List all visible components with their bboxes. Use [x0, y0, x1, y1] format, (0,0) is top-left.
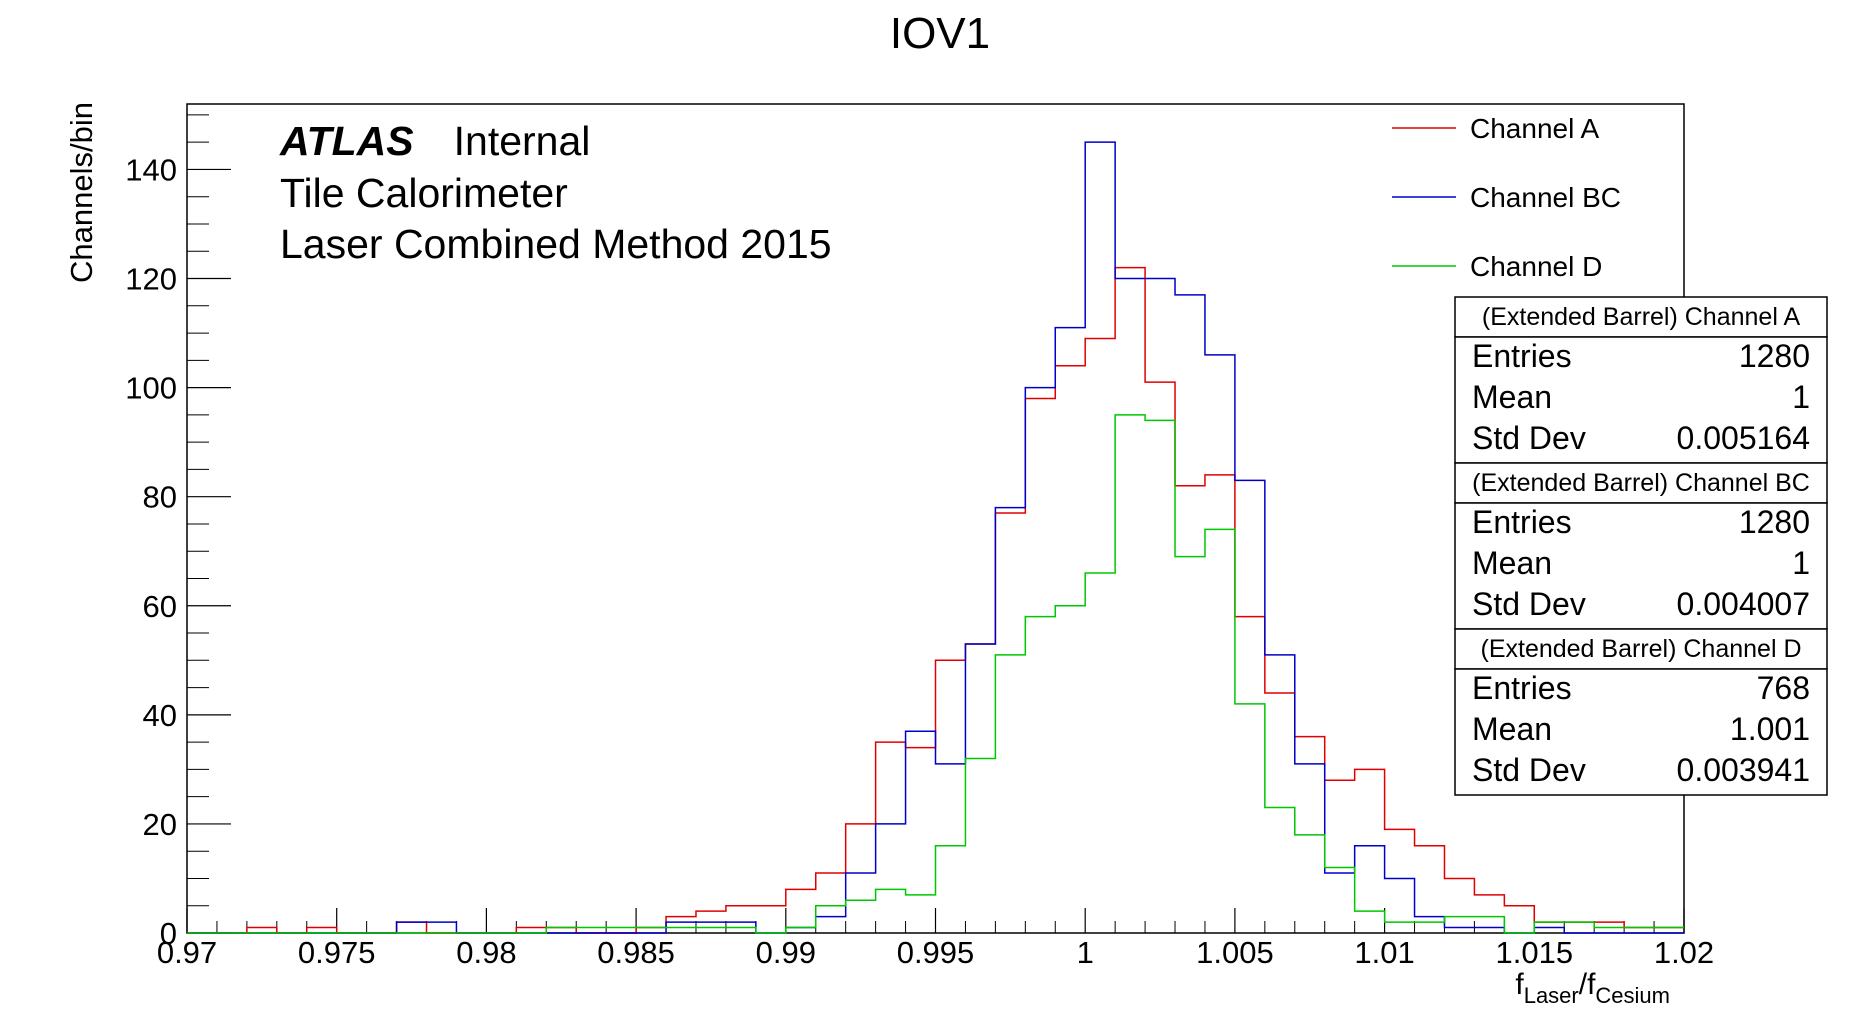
y-tick-label: 40: [143, 698, 177, 733]
legend-label: Channel A: [1470, 113, 1600, 144]
stats-row-label: Std Dev: [1472, 420, 1586, 456]
x-tick-label: 1: [1077, 935, 1094, 970]
y-axis-label: Channels/bin: [64, 102, 99, 283]
stats-row-value: 1: [1792, 545, 1810, 581]
x-tick-label: 1.01: [1354, 935, 1414, 970]
y-tick-label: 120: [125, 262, 177, 297]
x-axis: 0.97 0.975 0.98 0.985 0.99 0.995 1 1.005 1.01 1.0…: [157, 908, 1714, 970]
method-label: Laser Combined Method 2015: [280, 221, 832, 267]
stats-row-value: 1280: [1739, 504, 1810, 540]
legend: Channel A Channel BC Channel D: [1392, 113, 1621, 282]
x-label-sub-laser: Laser: [1524, 983, 1579, 1008]
x-axis-label: fLaser/fCesium: [1515, 968, 1670, 1008]
y-tick-label: 0: [160, 916, 177, 951]
stats-row-label: Mean: [1472, 545, 1552, 581]
stats-box-title: (Extended Barrel) Channel A: [1482, 303, 1801, 331]
stats-row-label: Entries: [1472, 504, 1572, 540]
legend-label: Channel D: [1470, 251, 1602, 282]
histogram-line-channel-d: [187, 414, 1684, 934]
chart-title: IOV1: [890, 9, 990, 58]
x-tick-label: 1.015: [1496, 935, 1574, 970]
stats-box-body: [1454, 668, 1828, 796]
stats-row-value: 1.001: [1730, 711, 1810, 747]
stats-row-value: 1280: [1739, 338, 1810, 374]
stats-row-label: Entries: [1472, 670, 1572, 706]
stats-box-title-frame: [1454, 296, 1828, 338]
stats-row-label: Entries: [1472, 338, 1572, 374]
x-label-separator: /f: [1579, 968, 1596, 1001]
x-tick-label: 0.97: [157, 935, 217, 970]
y-tick-label: 80: [143, 480, 177, 515]
x-tick-label: 0.995: [897, 935, 975, 970]
stats-row-label: Mean: [1472, 711, 1552, 747]
atlas-annotation: ATLAS Internal Tile Calorimeter Laser Com…: [279, 118, 832, 267]
x-label-sub-cesium: Cesium: [1595, 983, 1670, 1008]
stats-box-title-frame: [1454, 628, 1828, 670]
stats-box-title: (Extended Barrel) Channel BC: [1472, 469, 1810, 497]
stats-row-value: 0.005164: [1677, 420, 1810, 456]
stats-box-title: (Extended Barrel) Channel D: [1481, 635, 1802, 663]
x-tick-label: 0.975: [298, 935, 376, 970]
atlas-label: ATLAS: [279, 118, 414, 164]
y-tick-label: 140: [125, 152, 177, 187]
y-tick-label: 20: [143, 807, 177, 842]
stats-row-value: 0.003941: [1677, 752, 1810, 788]
stats-row-label: Mean: [1472, 379, 1552, 415]
y-tick-label: 60: [143, 589, 177, 624]
stats-box-body: [1454, 502, 1828, 630]
y-tick-label: 100: [125, 371, 177, 406]
stats-row-label: Std Dev: [1472, 586, 1586, 622]
stats-box-title-frame: [1454, 462, 1828, 504]
stats-row-label: Std Dev: [1472, 752, 1586, 788]
stats-boxes: (Extended Barrel) Channel A Entries 1280 Me…: [1454, 296, 1828, 796]
legend-label: Channel BC: [1470, 182, 1621, 213]
x-tick-label: 1.02: [1654, 935, 1714, 970]
x-tick-label: 0.99: [756, 935, 816, 970]
histogram-series: [187, 141, 1684, 934]
x-tick-label: 1.005: [1196, 935, 1274, 970]
stats-row-value: 768: [1757, 670, 1810, 706]
stats-row-value: 1: [1792, 379, 1810, 415]
y-axis: 0 20 40 60 80 100 120 140: [125, 152, 231, 951]
tile-calorimeter-label: Tile Calorimeter: [280, 170, 568, 216]
stats-row-value: 0.004007: [1677, 586, 1810, 622]
x-tick-label: 0.98: [456, 935, 516, 970]
internal-label: Internal: [454, 118, 591, 164]
x-label-f: f: [1515, 968, 1524, 1001]
x-tick-label: 0.985: [597, 935, 675, 970]
y-axis-minor-ticks: [187, 114, 209, 907]
